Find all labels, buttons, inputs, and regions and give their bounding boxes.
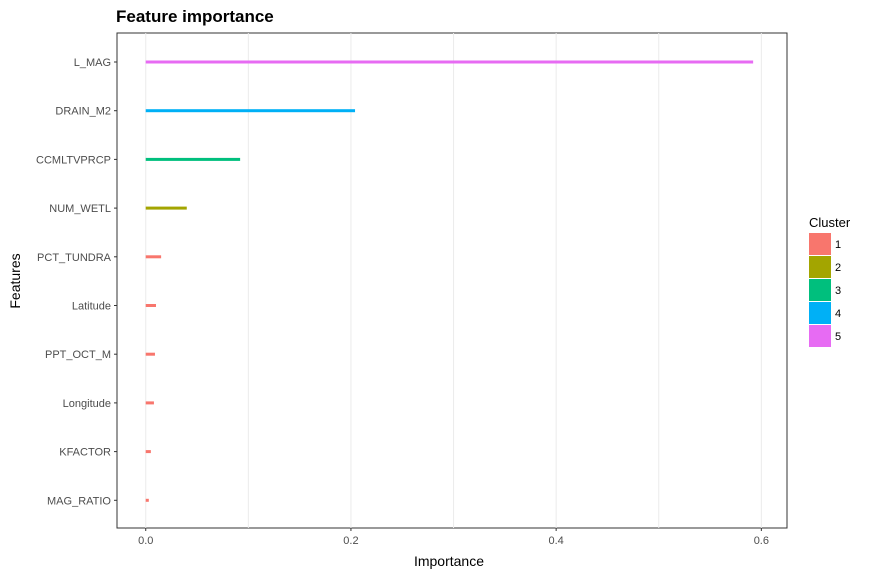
y-tick-label: PPT_OCT_M xyxy=(45,349,111,361)
x-tick-label: 0.2 xyxy=(343,535,358,547)
y-tick-label: Longitude xyxy=(63,398,111,410)
bar-num-wetl xyxy=(145,206,187,210)
y-tick-label: L_MAG xyxy=(74,57,111,69)
bar-mag-ratio xyxy=(145,498,149,502)
legend-key-2 xyxy=(809,256,831,278)
bar-longitude xyxy=(145,401,154,405)
legend-label: 4 xyxy=(835,308,841,320)
legend-label: 5 xyxy=(835,331,841,343)
x-tick-label: 0.0 xyxy=(138,535,153,547)
bars-group xyxy=(145,60,754,502)
y-tick-label: MAG_RATIO xyxy=(47,495,111,507)
x-axis-title: Importance xyxy=(414,553,484,569)
legend-title: Cluster xyxy=(809,215,851,230)
legend-label: 3 xyxy=(835,285,841,297)
legend-key-4 xyxy=(809,302,831,324)
bar-drain-m2 xyxy=(145,109,356,113)
grid-lines xyxy=(145,33,762,528)
x-tick-label: 0.4 xyxy=(548,535,563,547)
bar-kfactor xyxy=(145,450,151,454)
legend-label: 2 xyxy=(835,262,841,274)
y-axis-title: Features xyxy=(7,253,23,308)
x-tick-labels: 0.0 0.2 0.4 0.6 xyxy=(138,528,769,547)
bar-ppt-oct-m xyxy=(145,352,155,356)
y-tick-label: NUM_WETL xyxy=(49,203,111,215)
bar-ccmltvprcp xyxy=(145,157,241,161)
y-tick-labels: L_MAG DRAIN_M2 CCMLTVPRCP NUM_WETL PCT_TUNDR… xyxy=(36,57,117,507)
y-tick-label: Latitude xyxy=(72,301,111,313)
bar-pct-tundra xyxy=(145,255,162,259)
plot-panel xyxy=(116,32,788,529)
bar-latitude xyxy=(145,304,156,307)
legend-label: 1 xyxy=(835,239,841,251)
y-tick-label: PCT_TUNDRA xyxy=(37,252,112,264)
legend-key-3 xyxy=(809,279,831,301)
bar-l-mag xyxy=(145,60,754,64)
legend-key-1 xyxy=(809,233,831,255)
y-tick-label: CCMLTVPRCP xyxy=(36,154,111,166)
legend-key-5 xyxy=(809,325,831,347)
x-tick-label: 0.6 xyxy=(754,535,769,547)
y-tick-label: KFACTOR xyxy=(59,447,111,459)
chart-title: Feature importance xyxy=(116,7,274,26)
y-tick-label: DRAIN_M2 xyxy=(55,106,111,118)
legend: Cluster 1 2 3 4 5 xyxy=(809,215,851,347)
